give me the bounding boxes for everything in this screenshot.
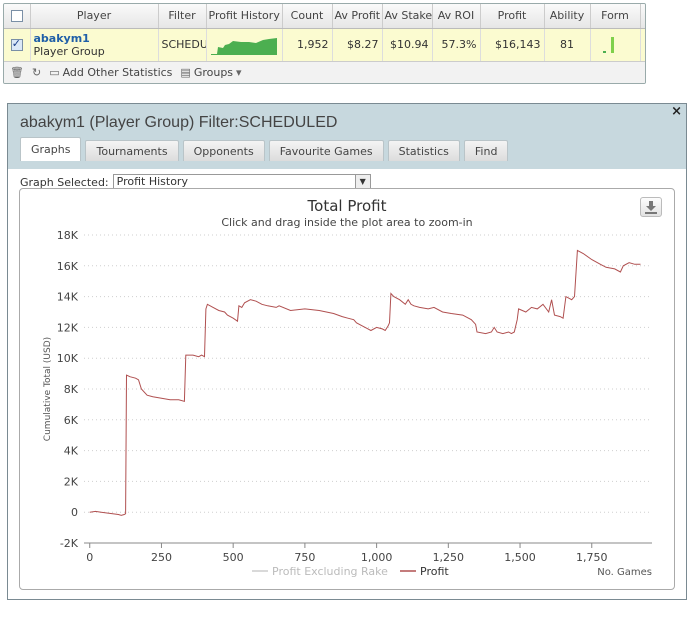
form-bar xyxy=(603,51,606,53)
col-header-filter[interactable]: Filter xyxy=(158,4,207,29)
player-group-label: Player Group xyxy=(33,44,105,58)
graph-select-label: Graph Selected: xyxy=(20,175,109,189)
stats-table: Player Filter Profit History Count Av Pr… xyxy=(4,4,645,62)
y-tick-label: 18K xyxy=(57,229,79,242)
profit-chart[interactable]: Total Profit Click and drag inside the p… xyxy=(20,189,674,589)
graph-select-value: Profit History xyxy=(116,175,188,188)
table-header-row: Player Filter Profit History Count Av Pr… xyxy=(4,4,645,29)
y-tick-label: -2K xyxy=(60,537,79,550)
tab-tournaments[interactable]: Tournaments xyxy=(85,140,179,161)
x-tick-label: 250 xyxy=(151,551,172,564)
x-tick-label: 1,750 xyxy=(576,551,608,564)
col-header-av-profit[interactable]: Av Profit xyxy=(332,4,383,29)
col-header-count[interactable]: Count xyxy=(282,4,333,29)
groups-icon: ▤ xyxy=(180,66,191,79)
av-profit-cell: $8.27 xyxy=(332,28,383,62)
av-roi-cell: 57.3% xyxy=(432,28,481,62)
refresh-icon[interactable]: ↻ xyxy=(31,66,42,79)
window-header: abakym1 (Player Group) Filter:SCHEDULED … xyxy=(8,104,686,169)
ability-cell: 81 xyxy=(544,28,591,62)
y-tick-label: 0 xyxy=(71,506,78,519)
groups-label: Groups xyxy=(193,66,234,79)
x-tick-label: 1,500 xyxy=(504,551,536,564)
x-axis-ticks: 0 250 500 750 1,000 1,250 1,500 1,750 xyxy=(84,542,652,564)
select-all-checkbox[interactable] xyxy=(10,10,23,23)
chevron-down-icon[interactable]: ▼ xyxy=(354,175,370,189)
col-header-av-roi[interactable]: Av ROI xyxy=(432,4,481,29)
tab-opponents[interactable]: Opponents xyxy=(182,140,265,161)
x-tick-label: 500 xyxy=(223,551,244,564)
player-name-link[interactable]: abakym1 xyxy=(33,31,90,45)
chart-subtitle: Click and drag inside the plot area to z… xyxy=(221,216,472,229)
profit-cell: $16,143 xyxy=(480,28,545,62)
col-header-actions xyxy=(640,4,645,29)
table-row[interactable]: abakym1 Player Group SCHEDU 1,952 $8.27 … xyxy=(4,28,645,62)
player-cell[interactable]: abakym1 Player Group xyxy=(30,28,159,62)
y-tick-label: 4K xyxy=(64,445,79,458)
chart-legend[interactable]: Profit Excluding Rake Profit xyxy=(252,565,449,578)
y-axis-label: Cumulative Total (USD) xyxy=(43,337,53,441)
tab-graphs[interactable]: Graphs xyxy=(20,137,82,161)
y-axis-ticks: -2K 0 2K 4K 6K 8K 10K 12K 14K 16K 18K xyxy=(57,229,79,550)
add-other-statistics-label: Add Other Statistics xyxy=(62,66,173,79)
trash-icon[interactable]: 🗑 xyxy=(10,66,24,79)
tab-bar: Graphs Tournaments Opponents Favourite G… xyxy=(20,137,509,161)
dismiss-cell[interactable]: x xyxy=(640,28,645,62)
tab-find[interactable]: Find xyxy=(463,140,509,161)
x-tick-label: 1,000 xyxy=(361,551,393,564)
tab-favourite-games[interactable]: Favourite Games xyxy=(268,140,384,161)
av-stake-cell: $10.94 xyxy=(382,28,433,62)
x-axis-label: No. Games xyxy=(597,567,652,578)
x-tick-label: 750 xyxy=(294,551,315,564)
add-stats-icon: ▭ xyxy=(49,66,60,79)
chart-grid xyxy=(84,234,652,544)
x-tick-label: 0 xyxy=(86,551,93,564)
chart-title: Total Profit xyxy=(307,197,387,215)
y-tick-label: 6K xyxy=(64,414,79,427)
y-tick-label: 16K xyxy=(57,260,79,273)
filter-cell: SCHEDU xyxy=(158,28,207,62)
x-tick-label: 1,250 xyxy=(433,551,465,564)
profit-sparkline[interactable] xyxy=(211,35,277,55)
col-header-profit[interactable]: Profit xyxy=(480,4,545,29)
profit-history-cell[interactable] xyxy=(206,28,283,62)
legend-label-profit-excl-rake[interactable]: Profit Excluding Rake xyxy=(272,565,388,578)
add-other-statistics-button[interactable]: ▭ Add Other Statistics xyxy=(49,66,172,79)
window-title: abakym1 (Player Group) Filter:SCHEDULED xyxy=(20,114,338,131)
player-graph-window: abakym1 (Player Group) Filter:SCHEDULED … xyxy=(7,103,687,600)
count-cell: 1,952 xyxy=(282,28,333,62)
y-tick-label: 12K xyxy=(57,321,79,334)
legend-label-profit[interactable]: Profit xyxy=(420,565,449,578)
col-header-profit-history[interactable]: Profit History xyxy=(206,4,283,29)
form-bars xyxy=(599,33,631,53)
y-tick-label: 8K xyxy=(64,383,79,396)
y-tick-label: 14K xyxy=(57,291,79,304)
stats-panel: Player Filter Profit History Count Av Pr… xyxy=(3,3,646,84)
header-select-all[interactable] xyxy=(4,4,31,29)
chart-frame: Total Profit Click and drag inside the p… xyxy=(19,188,675,590)
groups-dropdown[interactable]: ▤ Groups ▾ xyxy=(180,66,241,79)
col-header-ability[interactable]: Ability xyxy=(544,4,591,29)
col-header-av-stake[interactable]: Av Stake xyxy=(382,4,433,29)
chevron-down-icon: ▾ xyxy=(236,66,242,79)
col-header-form[interactable]: Form xyxy=(590,4,641,29)
profit-series-line xyxy=(89,249,641,516)
row-checkbox[interactable] xyxy=(10,37,23,51)
download-icon[interactable] xyxy=(640,197,662,217)
close-icon[interactable]: × xyxy=(671,104,682,119)
tab-statistics[interactable]: Statistics xyxy=(387,140,460,161)
row-checkbox-cell[interactable] xyxy=(4,28,31,62)
form-bar xyxy=(611,37,614,53)
y-tick-label: 10K xyxy=(57,352,79,365)
form-cell xyxy=(590,28,641,62)
col-header-player[interactable]: Player xyxy=(30,4,159,29)
stats-toolbar: 🗑 ↻ ▭ Add Other Statistics ▤ Groups ▾ xyxy=(4,61,645,83)
y-tick-label: 2K xyxy=(64,475,79,488)
